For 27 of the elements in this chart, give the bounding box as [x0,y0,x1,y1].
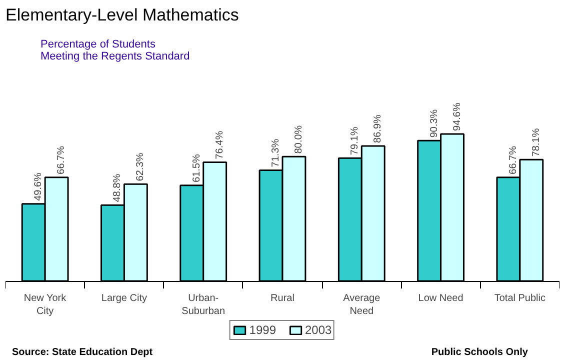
x-tick-label: Average Need [343,293,381,318]
chart-title: Elementary-Level Mathematics [6,6,239,24]
data-label: 86.9% [372,114,384,143]
x-tick-label: Large City [101,293,148,304]
data-label: 61.5% [191,154,202,182]
data-label: 71.3% [270,138,282,168]
data-label: 79.1% [350,126,361,156]
legend-label: 1999 [249,323,276,337]
x-tick-label: Rural [270,293,294,304]
x-tick-label: Low Need [418,293,464,304]
data-label: 76.4% [214,130,226,160]
legend-label: 2003 [305,323,332,337]
data-label: 94.6% [452,102,463,131]
x-tick-label: Total Public [494,293,546,304]
data-label: 66.7% [508,146,519,174]
data-label: 90.3% [428,109,440,138]
data-label: 80.0% [293,125,304,154]
data-label: 49.6% [33,172,44,201]
annotation: Source: State Education Dept [12,346,153,360]
data-label: 78.1% [530,128,542,157]
x-tick-label: Urban- Suburban [182,293,226,318]
data-label: 48.8% [112,174,124,202]
chart-subtitle: Percentage of Students Meeting the Regents Standard [40,38,190,62]
data-label: 66.7% [56,146,68,174]
annotation: Public Schools Only [431,346,528,360]
x-tick-label: New York City [24,293,68,318]
data-label: 62.3% [135,152,146,182]
